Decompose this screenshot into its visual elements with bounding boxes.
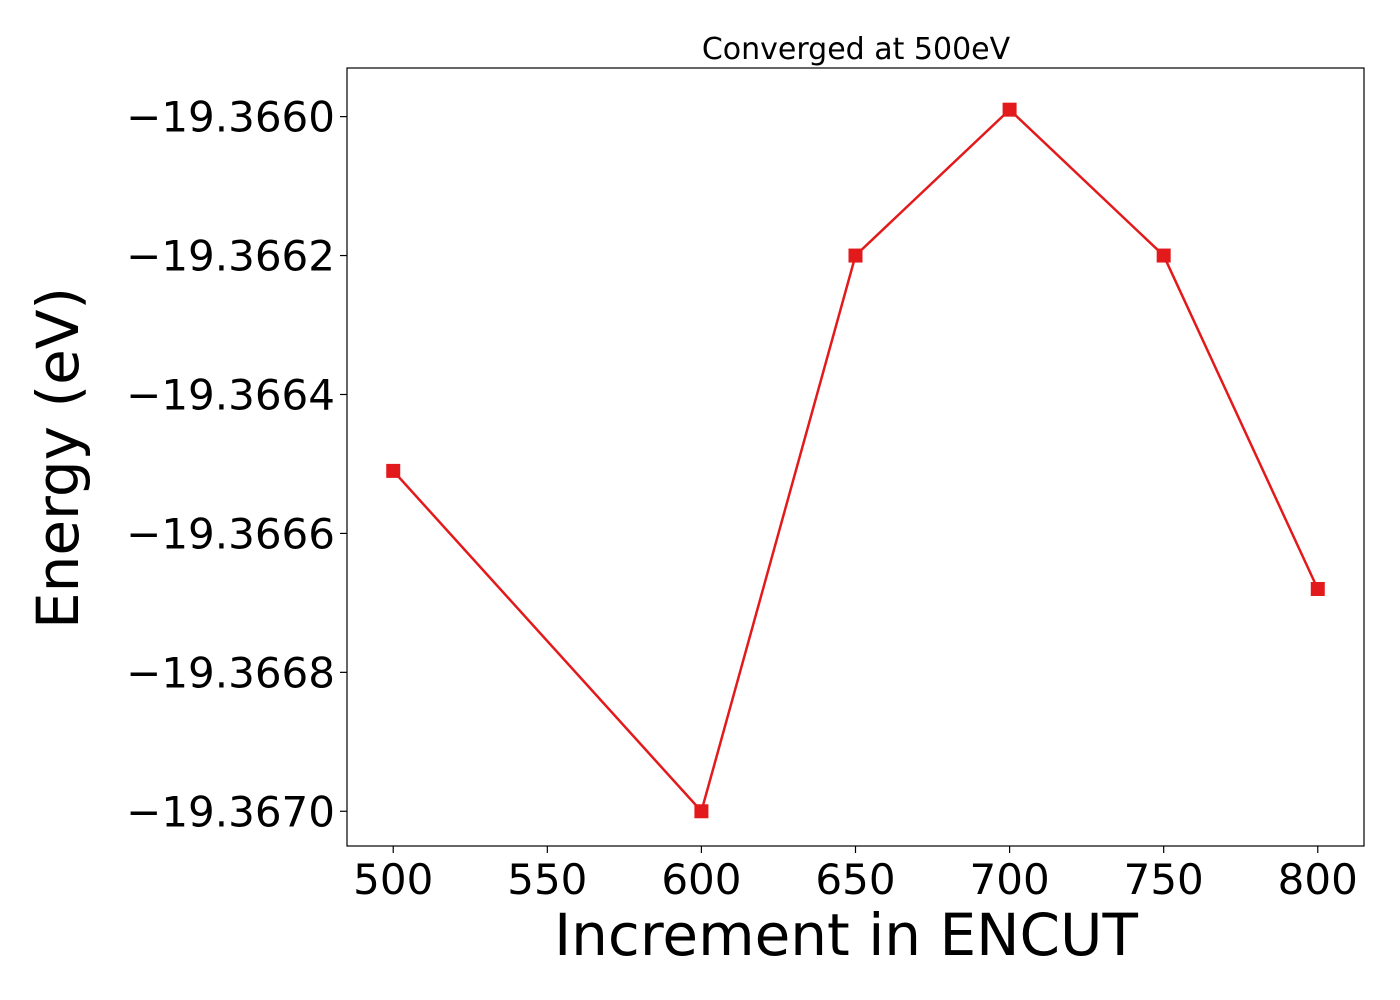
data-point (848, 248, 863, 263)
y-tick-label: −19.3666 (126, 509, 335, 558)
plot-area (386, 102, 1325, 819)
x-tick-label: 700 (970, 855, 1050, 904)
x-tick-label: 800 (1278, 855, 1358, 904)
x-tick-label: 600 (661, 855, 741, 904)
y-tick-label: −19.3660 (126, 93, 335, 142)
x-tick-label: 750 (1124, 855, 1204, 904)
x-tick-label: 550 (507, 855, 587, 904)
data-point (1156, 248, 1171, 263)
data-point (1002, 102, 1017, 117)
x-axis-label: Increment in ENCUT (554, 901, 1138, 969)
y-tick-label: −19.3664 (126, 370, 335, 419)
data-point (386, 463, 401, 478)
data-point (694, 804, 709, 819)
plot-frame (346, 67, 1365, 847)
x-axis: 500 550 600 650 700 750 800 (353, 846, 1358, 904)
series-line (392, 107, 1319, 814)
x-tick-label: 500 (353, 855, 433, 904)
x-tick-label: 650 (815, 855, 895, 904)
y-tick-label: −19.3662 (126, 232, 335, 281)
chart-title: Converged at 500eV (702, 32, 1011, 67)
data-point (1310, 581, 1325, 596)
y-tick-label: −19.3670 (126, 787, 335, 836)
y-tick-label: −19.3668 (126, 648, 335, 697)
y-axis: −19.3670 −19.3668 −19.3666 −19.3664 −19.3662… (126, 93, 347, 836)
y-axis-label: Energy (eV) (24, 287, 92, 629)
